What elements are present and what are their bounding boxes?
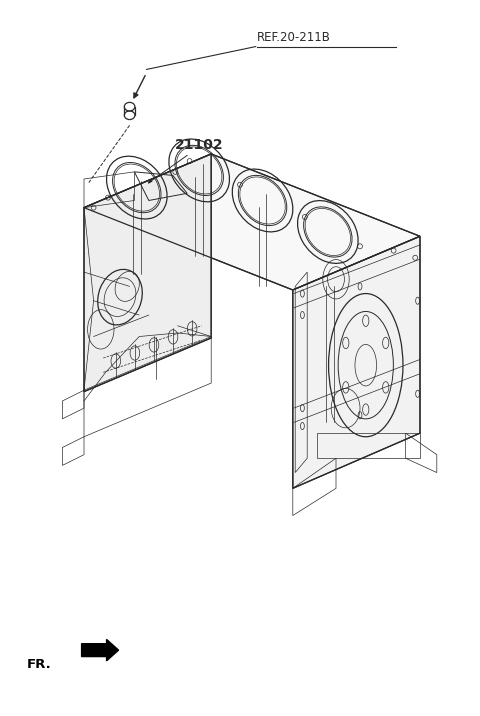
Text: REF.20-211B: REF.20-211B bbox=[257, 32, 331, 44]
FancyArrow shape bbox=[82, 639, 119, 661]
Text: 21102: 21102 bbox=[175, 137, 224, 152]
Polygon shape bbox=[84, 154, 211, 392]
Polygon shape bbox=[84, 154, 420, 290]
Text: FR.: FR. bbox=[26, 658, 51, 671]
Polygon shape bbox=[293, 236, 420, 488]
